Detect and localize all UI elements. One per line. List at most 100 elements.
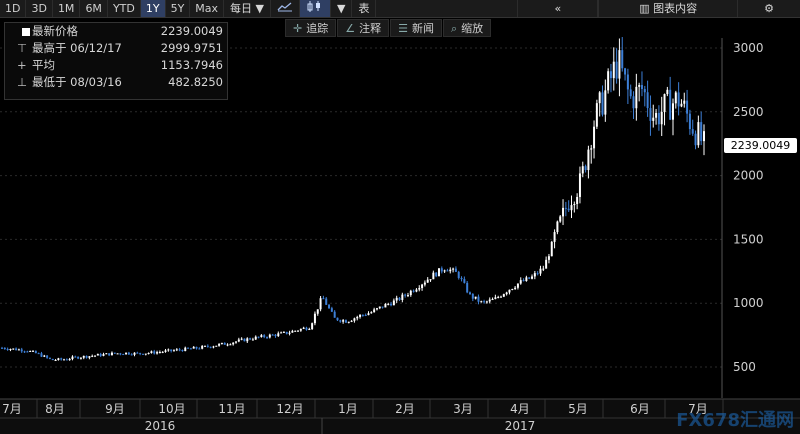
candle-body <box>6 348 9 350</box>
candle-body <box>347 321 350 323</box>
candle-body <box>694 133 697 146</box>
legend-high: ⊤ 最高于 06/12/17 2999.9751 <box>5 40 227 57</box>
month-label: 1月 <box>338 402 358 416</box>
candle-body <box>593 126 596 149</box>
candle-body <box>136 352 139 354</box>
candle-body <box>440 268 443 272</box>
range-1d-button[interactable]: 1D <box>0 0 27 17</box>
candle-body <box>666 89 669 95</box>
line-chart-icon[interactable] <box>271 0 301 17</box>
candle-body <box>156 352 159 354</box>
magnifier-icon: ⌕ <box>450 22 458 35</box>
candle-body <box>398 297 401 300</box>
candle-body <box>229 344 232 346</box>
candle-body <box>497 296 500 298</box>
table-view-button[interactable]: 表 <box>352 0 377 17</box>
candle-body <box>686 100 689 114</box>
settings-button[interactable]: ⚙ <box>737 0 800 17</box>
candlestick-icon[interactable] <box>300 0 332 17</box>
candle-body <box>57 358 60 361</box>
month-label: 8月 <box>45 402 65 416</box>
news-button[interactable]: ☰ 新闻 <box>390 19 442 37</box>
candle-body <box>607 71 610 91</box>
candle-body <box>322 298 325 300</box>
candle-body <box>700 122 703 142</box>
average-value: 1153.7946 <box>160 58 223 72</box>
candle-body <box>432 272 435 280</box>
candle-body <box>691 129 694 134</box>
candle-body <box>649 108 652 121</box>
month-label: 9月 <box>105 402 125 416</box>
candle-body <box>626 74 629 90</box>
candle-body <box>674 92 677 104</box>
candle-body <box>423 282 426 285</box>
candle-body <box>525 277 528 281</box>
average-marker-icon: + <box>17 58 27 72</box>
candle-body <box>367 313 370 316</box>
candle-body <box>43 355 46 357</box>
candle-body <box>209 346 212 348</box>
candles <box>1 37 705 362</box>
candle-body <box>584 166 587 171</box>
chart-type-dropdown[interactable]: ▼ <box>331 0 353 17</box>
year-label: 2016 <box>145 419 176 433</box>
candle-body <box>646 92 649 109</box>
candle-body <box>677 92 680 107</box>
candle-body <box>226 344 229 346</box>
zoom-button[interactable]: ⌕ 缩放 <box>442 19 492 37</box>
chart-content-label: 图表内容 <box>653 2 698 15</box>
last-price-tag: 2239.0049 <box>724 138 797 153</box>
candle-body <box>612 61 615 79</box>
candle-body <box>392 300 395 306</box>
chart-content-button[interactable]: ▥ 图表内容 <box>598 0 737 17</box>
candle-body <box>268 334 271 338</box>
candle-body <box>415 289 418 292</box>
candle-body <box>54 360 57 362</box>
candle-body <box>435 272 438 277</box>
candle-body <box>381 306 384 308</box>
range-6m-button[interactable]: 6M <box>80 0 108 17</box>
candle-body <box>260 335 263 338</box>
track-button[interactable]: ✛ 追踪 <box>285 19 337 37</box>
collapse-button[interactable]: « <box>517 0 599 17</box>
candle-body <box>449 269 452 272</box>
candle-body <box>671 103 674 120</box>
candle-body <box>364 314 367 316</box>
candle-body <box>480 301 483 303</box>
candle-body <box>91 355 94 357</box>
candle-body <box>3 347 6 349</box>
candle-body <box>249 338 252 340</box>
candle-body <box>127 352 130 355</box>
candle-body <box>108 353 111 356</box>
candle-body <box>139 352 142 354</box>
range-5y-button[interactable]: 5Y <box>166 0 191 17</box>
news-icon: ☰ <box>398 22 408 35</box>
candle-body <box>390 303 393 306</box>
month-label: 5月 <box>568 402 588 416</box>
candle-body <box>299 328 302 331</box>
low-value: 482.8250 <box>168 75 223 89</box>
range-ytd-button[interactable]: YTD <box>108 0 141 17</box>
candle-body <box>328 304 331 309</box>
candle-body <box>220 342 223 344</box>
period-dropdown[interactable]: 每日 ▼ <box>224 0 272 17</box>
pencil-icon: ∠ <box>345 22 356 35</box>
candle-body <box>618 50 621 79</box>
candle-body <box>336 317 339 321</box>
annotate-button[interactable]: ∠ 注释 <box>337 19 390 37</box>
candle-body <box>203 345 206 347</box>
range-max-button[interactable]: Max <box>190 0 225 17</box>
candle-body <box>63 359 66 361</box>
candle-body <box>474 296 477 299</box>
candle-body <box>615 61 618 79</box>
candle-body <box>184 347 187 352</box>
range-1y-button[interactable]: 1Y <box>140 0 166 17</box>
range-1m-button[interactable]: 1M <box>53 0 81 17</box>
candle-body <box>88 356 91 358</box>
range-3d-button[interactable]: 3D <box>26 0 53 17</box>
candle-body <box>175 349 178 351</box>
y-tick-label: 1500 <box>733 232 764 246</box>
price-chart[interactable]: 500 1000 1500 2000 2500 3000 7月 8月 9月 10月 11月 12月 1… <box>0 37 800 434</box>
candle-body <box>570 205 573 211</box>
x-axis: 7月 8月 9月 10月 11月 12月 1月 2月 3月 4月 5月 6月 7月 2016 2017 <box>0 398 800 434</box>
